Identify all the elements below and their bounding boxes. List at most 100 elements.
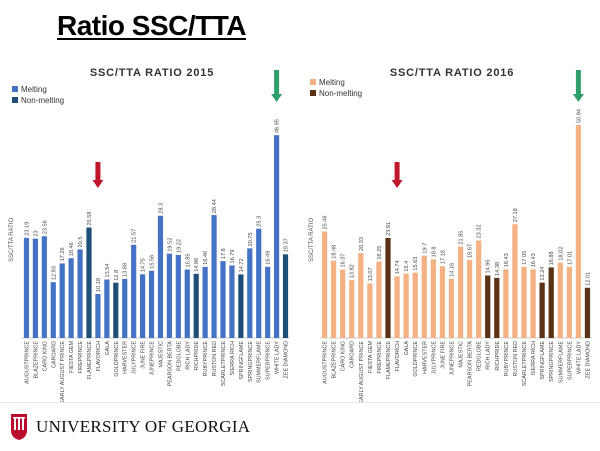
bar-scarletprince <box>220 261 226 338</box>
category-label: JUNE FIRE <box>141 341 147 369</box>
bar-springprince <box>548 267 554 338</box>
bar-springflame <box>238 274 244 338</box>
data-label: 16.88 <box>549 251 555 265</box>
bar-augustprince <box>321 231 328 338</box>
category-label: RICH LADY <box>185 341 191 370</box>
bar-gala <box>104 279 110 338</box>
bar-fiesta-gem <box>367 283 373 338</box>
data-label: 16.37 <box>341 254 347 268</box>
data-label: 19.52 <box>167 238 173 252</box>
bar-rich-lady <box>184 269 190 338</box>
university-name: UNIVERSITY OF GEORGIA <box>36 417 251 436</box>
bar-ruston-red <box>211 215 217 338</box>
legend-swatch <box>12 97 18 103</box>
red-arrow-icon <box>92 162 104 188</box>
bar-summerflame <box>557 262 563 338</box>
bar-springflame <box>539 282 545 338</box>
bar-augustprince <box>23 237 30 338</box>
data-label: 10.18 <box>96 278 102 292</box>
bar-scarletprince <box>521 266 527 338</box>
bar-majestic <box>157 215 164 338</box>
data-label: 14.38 <box>495 262 501 276</box>
data-label: 13.68 <box>123 263 129 277</box>
category-label: GALA <box>105 341 111 356</box>
data-label: 15.56 <box>150 255 156 269</box>
category-label: RUSTON RED <box>513 341 519 377</box>
category-label: SCARLETPRINCE <box>221 341 227 387</box>
data-label: 13.54 <box>105 264 111 278</box>
data-label: 21.85 <box>459 231 465 245</box>
bar-june-fire <box>439 266 446 338</box>
category-label: FIREPRINCE <box>377 341 383 374</box>
bar-pearson-berta <box>466 259 473 338</box>
bar-blazeprince <box>32 238 38 338</box>
data-label: 16.79 <box>230 249 236 263</box>
bar-fireprince <box>376 261 382 338</box>
category-label: CARO KING <box>42 341 48 371</box>
data-label: 13.82 <box>350 264 356 278</box>
category-label: SUMMERFLAME <box>558 341 564 383</box>
category-label: CAROARD <box>350 341 356 368</box>
data-label: 18.02 <box>558 247 564 261</box>
category-label: JULYPRINCE <box>132 341 138 375</box>
bar-gala <box>403 273 409 338</box>
data-label: 23.19 <box>24 222 30 236</box>
category-label: SPRINGPRINCE <box>549 341 555 382</box>
category-label: AUGUSTPRINCE <box>24 341 30 384</box>
bar-flameprince <box>385 238 391 338</box>
category-label: SPRINGFLAME <box>239 341 245 380</box>
data-label: 13.07 <box>368 267 374 281</box>
data-label: 28.3 <box>158 203 164 214</box>
bar-rubyprince <box>503 269 509 338</box>
category-label: SPRINGFLAME <box>540 341 546 380</box>
category-label: SUPERPRINCE <box>567 341 573 380</box>
bar-early-august-prince <box>59 263 65 338</box>
category-label: CARO KING <box>341 341 347 371</box>
category-label: RUSTON RED <box>212 341 218 377</box>
uga-shield-logo <box>11 414 27 440</box>
category-label: SPRINGPRINCE <box>248 341 254 382</box>
category-label: JUNEPRINCE <box>150 341 156 376</box>
chart-title: SSC/TTA RATIO 2015 <box>90 67 214 79</box>
bar-goldprince <box>113 282 119 338</box>
category-label: FIESTA GEM <box>69 340 75 372</box>
category-label: GOLDPRINCE <box>413 341 419 377</box>
category-label: CAROARD <box>51 341 57 368</box>
data-label: 20.75 <box>248 232 254 246</box>
category-label: RICHPRIDE <box>495 341 501 371</box>
bar-june-fire <box>140 274 146 338</box>
red-arrow-icon <box>391 162 403 188</box>
bar-caroard <box>349 280 355 338</box>
bar-caro-king <box>41 236 47 338</box>
data-label: 12.93 <box>51 266 57 280</box>
category-label: JULYPRINCE <box>431 341 437 375</box>
data-label: 17.8 <box>221 248 227 259</box>
data-label: 16.43 <box>504 253 510 267</box>
bar-springprince <box>247 248 253 338</box>
data-label: 25.46 <box>323 216 329 230</box>
bar-caroard <box>50 282 56 338</box>
category-label: RUBYPRINCE <box>203 341 209 377</box>
category-label: SUPERPRINCE <box>266 341 272 380</box>
data-label: 19.22 <box>176 239 182 253</box>
bar-superprince <box>566 266 572 338</box>
bar-flavorich <box>95 294 101 338</box>
green-arrow-icon <box>572 70 584 102</box>
category-label: REDGLOBE <box>176 341 182 371</box>
category-label: FLAMEPRINCE <box>386 341 392 380</box>
bar-richpride <box>494 277 500 338</box>
category-label: EARLY AUGUST PRINCE <box>60 341 66 402</box>
data-label: 18.48 <box>332 245 338 259</box>
category-label: SIERRA RICH <box>230 341 236 376</box>
bar-richpride <box>193 273 199 338</box>
data-label: 14.95 <box>486 259 492 273</box>
data-label: 18.25 <box>377 246 383 260</box>
category-label: FIREPRINCE <box>78 341 84 374</box>
data-label: 23 <box>33 230 39 236</box>
bar-juneprince <box>448 278 455 338</box>
bar-early-august-prince <box>358 252 364 338</box>
category-label: FLAVORICH <box>96 341 102 372</box>
category-label: SUMMERFLAME <box>257 341 263 383</box>
bar-redglobe <box>476 240 482 338</box>
bar-white-lady <box>575 124 582 338</box>
